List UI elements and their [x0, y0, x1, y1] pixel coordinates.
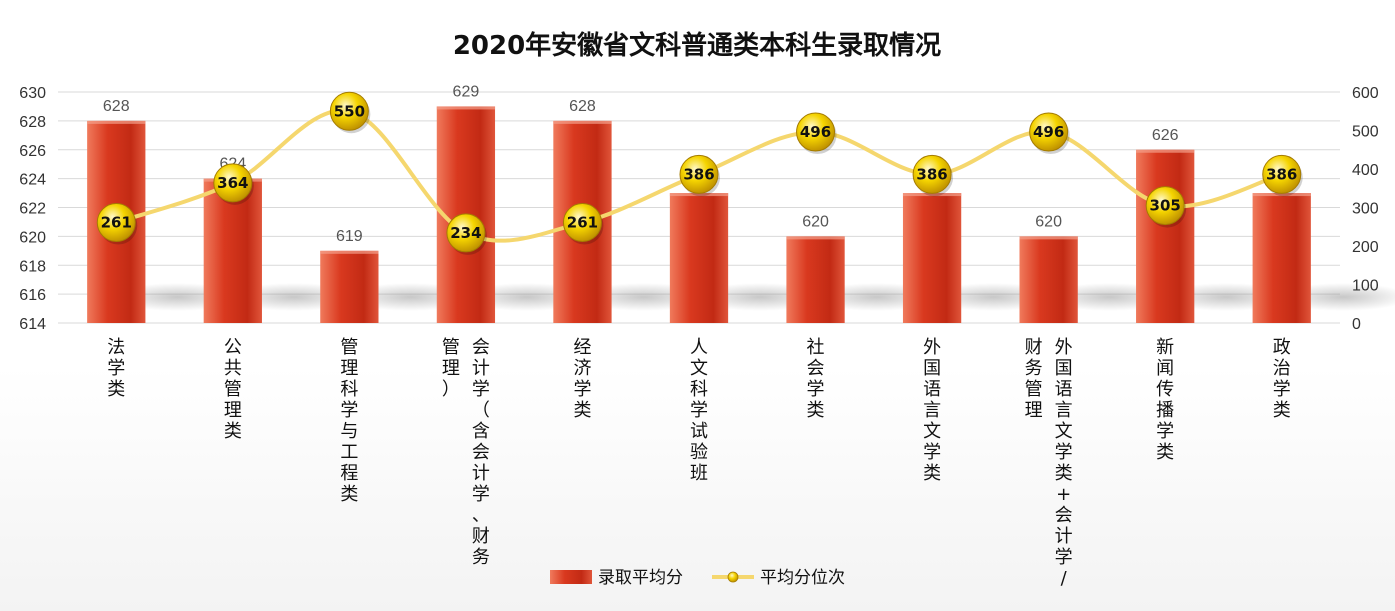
- category-label: 社会学类: [807, 337, 825, 421]
- line-point: [446, 213, 486, 253]
- bar: [786, 236, 845, 323]
- category-label-line: 社会学类: [807, 337, 825, 421]
- line-point-label: 364: [217, 174, 248, 192]
- bar-top-highlight: [320, 250, 379, 254]
- category-label-line: 管理）: [442, 337, 460, 400]
- legend-line-marker: [727, 571, 739, 583]
- bar: [669, 193, 729, 323]
- y-right-tick-label: 100: [1352, 278, 1379, 295]
- bar-value-label: 620: [1035, 213, 1062, 230]
- category-label: 新闻传播学类: [1156, 337, 1174, 463]
- line-point: [679, 154, 719, 194]
- bar-top-highlight: [87, 120, 146, 124]
- legend-bar-label: 录取平均分: [598, 568, 683, 588]
- bar-top-highlight: [436, 106, 496, 110]
- category-label-line: 会计学（含会计学、财务: [472, 337, 490, 568]
- line-point-label: 496: [800, 123, 831, 141]
- line-point: [1029, 112, 1069, 152]
- bar: [320, 250, 379, 323]
- y-right-tick-label: 200: [1352, 239, 1379, 256]
- bar: [1136, 149, 1195, 323]
- bar-value-label: 629: [453, 83, 480, 100]
- category-label-line: 财务管理: [1025, 337, 1043, 421]
- y-right-tick-label: 500: [1352, 124, 1379, 141]
- line-point-label: 386: [916, 165, 947, 183]
- legend-bar-swatch: [550, 570, 592, 584]
- bar-value-label: 619: [336, 228, 363, 245]
- category-label: 会计学（含会计学、财务管理）: [442, 337, 490, 568]
- legend-line-label: 平均分位次: [760, 568, 845, 588]
- category-label-line: 人文科学试验班: [690, 337, 708, 484]
- line-point-label: 386: [1266, 165, 1297, 183]
- line-point: [1262, 154, 1302, 194]
- category-label: 公共管理类: [224, 337, 242, 442]
- y-left-tick-label: 624: [19, 172, 46, 189]
- category-label-line: 政治学类: [1273, 337, 1291, 421]
- bar-top-highlight: [669, 193, 729, 197]
- y-right-tick-label: 300: [1352, 201, 1379, 218]
- bar-top-highlight: [1019, 236, 1078, 240]
- bar: [203, 178, 262, 323]
- category-label-line: 外国语言文学类+会计学/: [1055, 337, 1073, 589]
- category-label-line: 外国语言文学类: [923, 337, 941, 484]
- line-point: [1145, 186, 1185, 226]
- line-point: [213, 163, 253, 203]
- bar: [902, 193, 962, 323]
- line-point: [329, 91, 369, 131]
- y-left-tick-label: 620: [19, 229, 46, 246]
- bar-top-highlight: [1252, 193, 1311, 197]
- y-left-tick-label: 614: [19, 316, 46, 333]
- y-left-tick-label: 626: [19, 143, 46, 160]
- y-left-tick-label: 616: [19, 287, 46, 304]
- y-left-tick-label: 622: [19, 201, 46, 218]
- y-left-tick-label: 630: [19, 85, 46, 102]
- bar-value-label: 620: [802, 213, 829, 230]
- category-label: 外国语言文学类+会计学/财务管理: [1025, 337, 1073, 589]
- bar-top-highlight: [902, 193, 962, 197]
- bar-value-label: 628: [569, 98, 596, 115]
- line-point: [912, 154, 952, 194]
- line-point-label: 496: [1033, 123, 1064, 141]
- bar-top-highlight: [553, 120, 612, 124]
- bar: [1252, 193, 1311, 323]
- chart-title: 2020年安徽省文科普通类本科生录取情况: [453, 30, 941, 61]
- y-left-tick-label: 618: [19, 258, 46, 275]
- bar-value-label: 626: [1152, 127, 1179, 144]
- line-point-label: 234: [450, 224, 481, 242]
- category-label: 经济学类: [573, 337, 591, 421]
- line-point-label: 305: [1150, 197, 1181, 215]
- line-point: [796, 112, 836, 152]
- bar-value-label: 628: [103, 98, 130, 115]
- y-right-tick-label: 400: [1352, 162, 1379, 179]
- category-label: 管理科学与工程类: [340, 337, 358, 505]
- category-label-line: 法学类: [107, 337, 125, 400]
- category-label-line: 管理科学与工程类: [340, 337, 358, 505]
- line-point-label: 261: [101, 214, 132, 232]
- category-label: 人文科学试验班: [690, 337, 708, 484]
- line-point-label: 261: [567, 214, 598, 232]
- y-left-tick-label: 628: [19, 114, 46, 131]
- bar-top-highlight: [1136, 149, 1195, 153]
- line-point-label: 386: [683, 165, 714, 183]
- category-label-line: 公共管理类: [224, 337, 242, 442]
- category-label: 法学类: [107, 337, 125, 400]
- category-label-line: 新闻传播学类: [1156, 337, 1174, 463]
- category-label: 政治学类: [1273, 337, 1291, 421]
- line-point-label: 550: [334, 102, 365, 120]
- line-point: [562, 203, 602, 243]
- bar: [1019, 236, 1078, 323]
- category-label: 外国语言文学类: [923, 337, 941, 484]
- category-label-line: 经济学类: [573, 337, 591, 421]
- bar-top-highlight: [786, 236, 845, 240]
- y-right-tick-label: 0: [1352, 316, 1361, 333]
- y-right-tick-label: 600: [1352, 85, 1379, 102]
- line-point: [96, 203, 136, 243]
